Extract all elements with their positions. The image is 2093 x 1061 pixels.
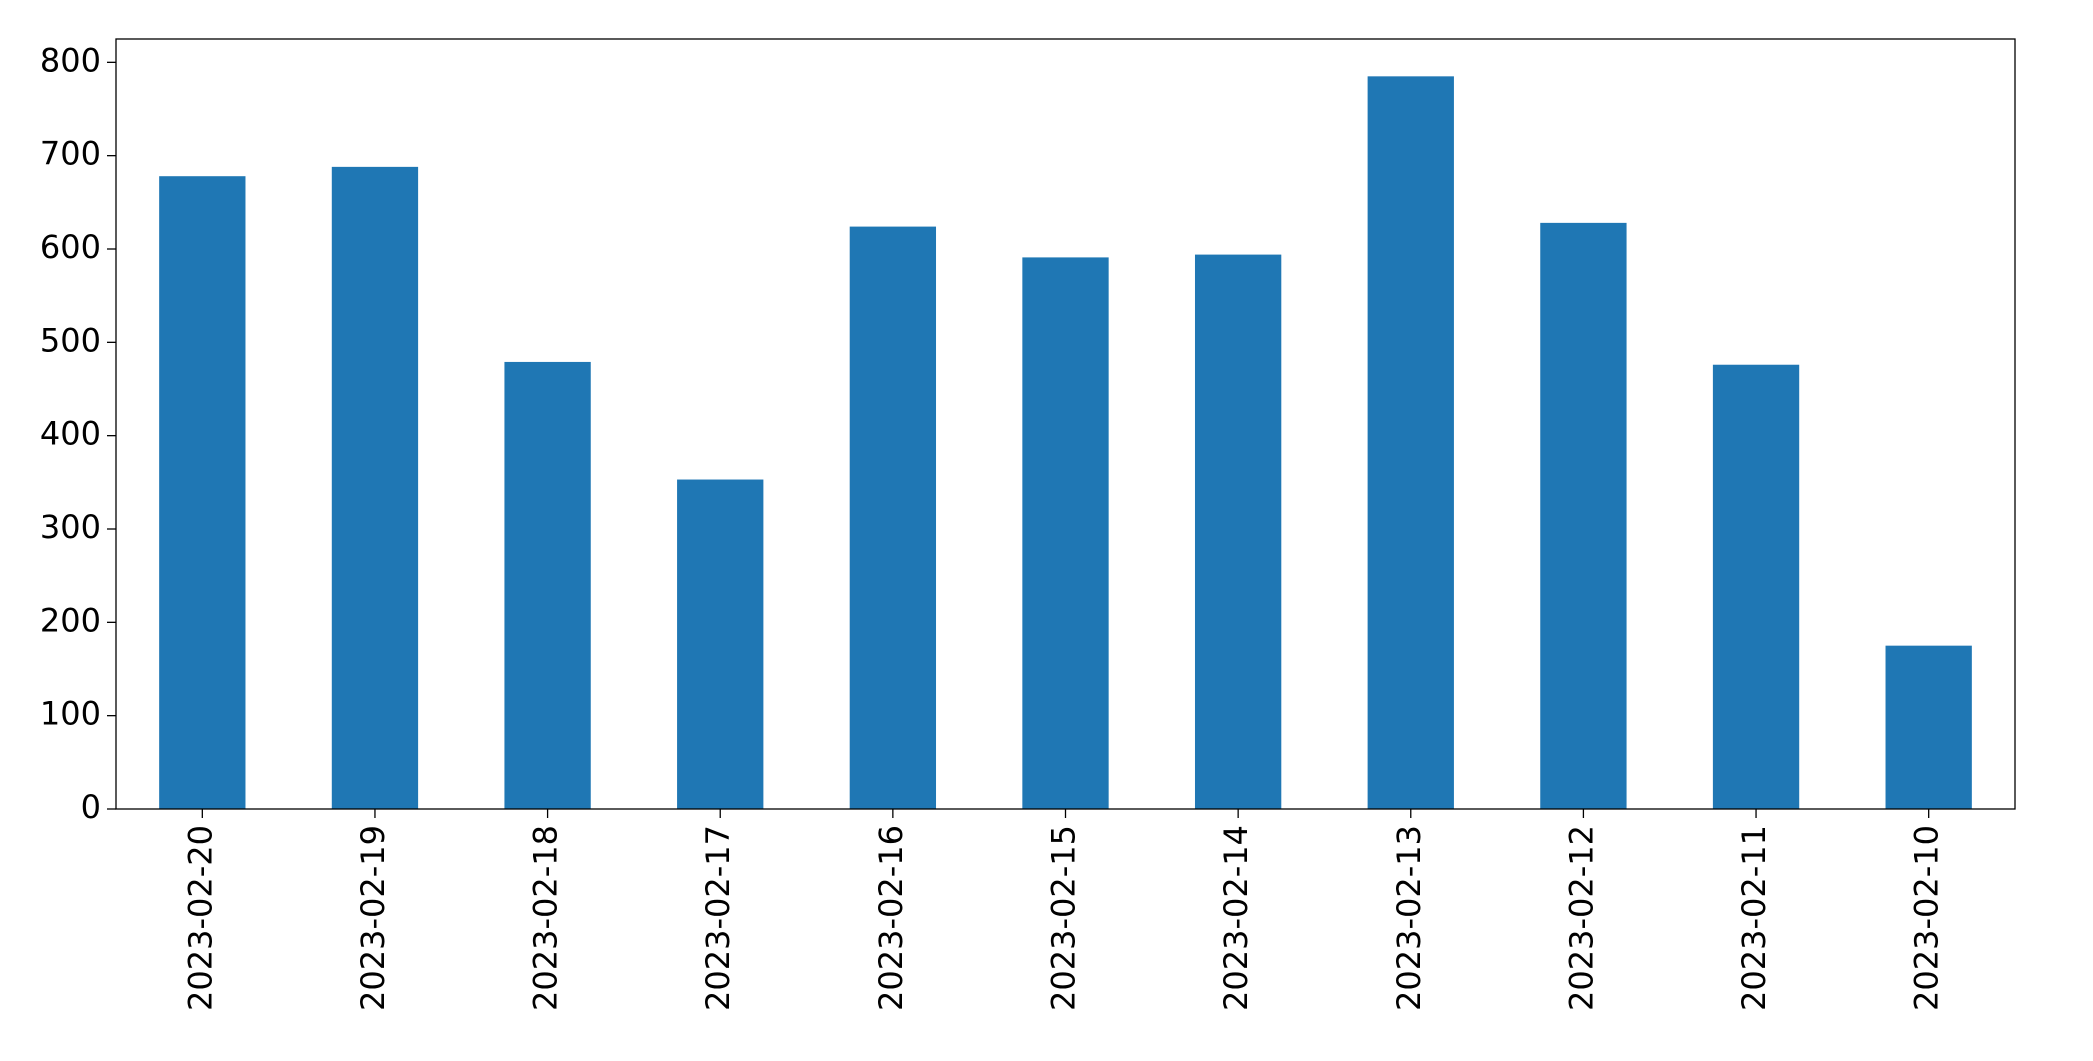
- x-tick-label: 2023-02-12: [1562, 825, 1600, 1011]
- y-tick-label: 800: [40, 41, 101, 79]
- y-tick-label: 700: [40, 135, 101, 173]
- x-tick-label: 2023-02-19: [354, 825, 392, 1011]
- x-tick-label: 2023-02-20: [181, 825, 219, 1011]
- bar: [1367, 76, 1454, 810]
- bar: [1194, 254, 1282, 810]
- bar: [1540, 222, 1627, 809]
- x-tick-label: 2023-02-15: [1045, 825, 1083, 1011]
- bar: [677, 479, 764, 809]
- x-tick-label: 2023-02-16: [872, 825, 910, 1011]
- y-tick-label: 500: [40, 321, 101, 359]
- x-tick-label: 2023-02-10: [1908, 825, 1946, 1011]
- bar: [1712, 364, 1800, 809]
- bar: [331, 166, 419, 809]
- bar: [849, 226, 937, 810]
- bar: [1885, 645, 1972, 809]
- bar: [159, 176, 246, 809]
- x-tick-label: 2023-02-11: [1735, 825, 1773, 1011]
- x-tick-label: 2023-02-14: [1217, 825, 1255, 1011]
- axes-frame: [115, 38, 2016, 810]
- y-tick-label: 100: [40, 695, 101, 733]
- x-tick-label: 2023-02-18: [527, 825, 565, 1011]
- bar: [1022, 257, 1109, 809]
- x-tick-label: 2023-02-17: [699, 825, 737, 1011]
- y-tick-label: 400: [40, 415, 101, 453]
- y-tick-label: 300: [40, 508, 101, 546]
- y-tick-label: 600: [40, 228, 101, 266]
- y-tick-label: 0: [81, 788, 101, 826]
- bar: [504, 361, 591, 809]
- y-tick-label: 200: [40, 601, 101, 639]
- x-tick-label: 2023-02-13: [1390, 825, 1428, 1011]
